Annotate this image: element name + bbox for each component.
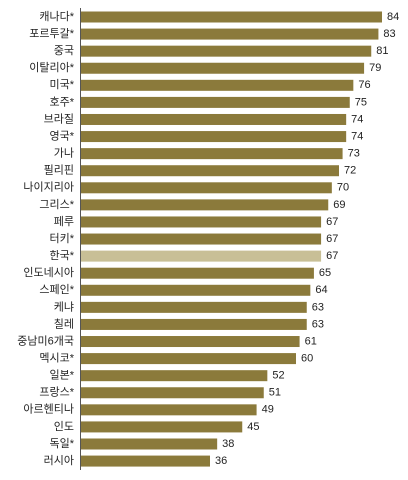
bar [81,148,343,160]
category-label: 이탈리아* [29,61,74,74]
value-label: 76 [358,79,370,91]
bar [81,455,210,467]
bar [81,267,314,279]
category-label: 아르헨티나 [23,403,74,416]
bar [81,79,354,91]
category-label: 필리핀 [44,164,74,177]
value-label: 36 [215,455,227,467]
category-label: 캐나다* [39,10,74,23]
value-label: 61 [305,335,317,347]
bar [81,421,243,433]
value-label: 52 [272,370,284,382]
category-label: 미국* [49,78,74,91]
category-label: 일본* [49,368,74,382]
category-label: 터키* [49,232,74,245]
value-label: 81 [376,45,388,57]
value-label: 84 [387,11,399,23]
value-label: 63 [312,301,324,313]
value-label: 60 [301,353,313,365]
bar [81,370,268,382]
value-label: 69 [333,199,345,211]
category-label: 프랑스* [39,386,74,399]
value-label: 64 [315,284,327,296]
bar [81,301,307,313]
category-label: 한국* [49,249,74,262]
category-label: 영국* [49,129,74,142]
category-label: 인도 [54,420,74,433]
category-label: 가나 [54,147,74,160]
category-label: 스페인* [39,283,74,296]
value-label: 79 [369,62,381,74]
value-label: 67 [326,233,338,245]
category-label: 페루 [54,215,74,228]
value-label: 75 [355,96,367,108]
value-label: 74 [351,113,363,125]
category-label: 인도네시아 [23,266,74,279]
bar [81,216,322,228]
bar [81,28,379,40]
value-label: 67 [326,250,338,262]
bar [81,113,347,125]
bar [81,96,350,108]
category-label: 중국 [54,45,74,57]
bar [81,250,322,262]
bar [81,182,332,194]
bar [81,438,218,450]
bar [81,284,311,296]
bar [81,336,300,348]
value-label: 70 [337,182,349,194]
category-label: 칠레 [54,317,74,330]
bar [81,11,382,23]
value-label: 65 [319,267,331,279]
value-label: 74 [351,130,363,142]
category-label: 호주* [49,95,74,108]
category-label: 그리스* [39,198,74,211]
category-label: 케냐 [54,300,74,313]
bar [81,45,372,57]
value-label: 72 [344,165,356,177]
value-label: 63 [312,318,324,330]
value-label: 49 [262,404,274,416]
value-label: 45 [247,421,259,433]
category-label: 브라질 [44,112,74,125]
category-label: 포르투갈* [29,26,74,40]
bar [81,233,322,245]
value-label: 51 [269,387,281,399]
bar [81,318,307,330]
bar [81,62,365,74]
category-label: 중남미6개국 [17,334,74,347]
category-label: 나이지리아 [23,181,74,194]
bar [81,131,347,143]
category-label: 독일* [49,436,74,450]
bar [81,387,264,399]
category-label: 멕시코* [39,352,74,365]
value-label: 38 [222,438,234,450]
bar [81,165,339,177]
bar [81,404,257,416]
value-label: 73 [348,148,360,160]
bar [81,353,296,365]
value-label: 83 [383,28,395,40]
category-label: 러시아 [44,454,74,467]
value-label: 67 [326,216,338,228]
bar [81,199,329,211]
